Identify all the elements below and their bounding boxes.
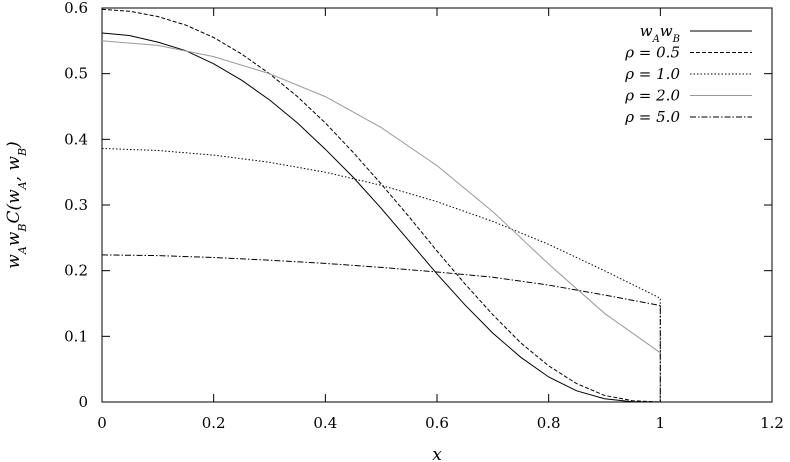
x-tick-label: 0 xyxy=(97,414,107,432)
series-line-4 xyxy=(101,254,661,402)
y-tick-label: 0.6 xyxy=(64,0,88,17)
y-tick-label: 0.1 xyxy=(64,327,88,345)
legend-label: ρ = 0.5 xyxy=(624,44,680,62)
x-tick-label: 1 xyxy=(656,414,666,432)
y-tick-label: 0.3 xyxy=(64,196,88,214)
series-line-3 xyxy=(101,40,661,402)
y-tick-label: 0.2 xyxy=(64,262,88,280)
y-tick-label: 0 xyxy=(78,393,88,411)
x-tick-label: 0.2 xyxy=(202,414,226,432)
y-tick-label: 0.5 xyxy=(64,65,88,83)
y-axis-label: wAwBC(wA, wB) xyxy=(4,141,29,268)
x-tick-label: 0.8 xyxy=(537,414,561,432)
series-layer xyxy=(101,8,661,403)
x-tick-label: 1.2 xyxy=(760,414,784,432)
series-line-1 xyxy=(101,8,661,403)
y-axis: 0 0.1 0.2 0.3 0.4 0.5 0.6 xyxy=(64,0,772,411)
x-axis: 0 0.2 0.4 0.6 0.8 1 1.2 xyxy=(97,8,784,432)
legend-label: ρ = 2.0 xyxy=(624,87,680,105)
legend-label: ρ = 5.0 xyxy=(624,108,680,126)
legend-label: wAwB xyxy=(640,22,680,45)
x-tick-label: 0.6 xyxy=(425,414,449,432)
y-tick-label: 0.4 xyxy=(64,130,88,148)
x-tick-label: 0.4 xyxy=(313,414,337,432)
series-line-0 xyxy=(101,32,661,403)
x-axis-label: x xyxy=(432,445,442,462)
series-line-2 xyxy=(101,148,661,402)
legend-label: ρ = 1.0 xyxy=(624,65,680,83)
